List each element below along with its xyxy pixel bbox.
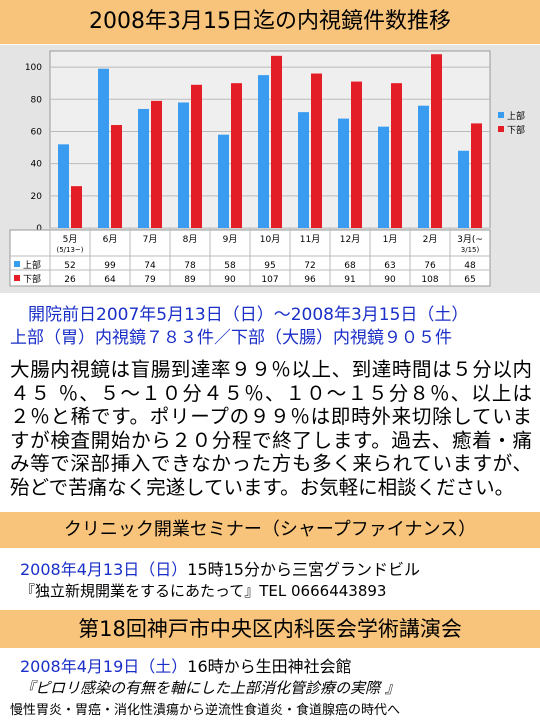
table-value: 64	[104, 275, 116, 285]
bar	[418, 105, 429, 228]
legend-label: 上部	[507, 110, 525, 122]
seminar-date: 2008年4月13日（日）	[20, 560, 188, 579]
x-tick-label: 5月(5/13~)	[56, 234, 83, 254]
x-tick-label: 2月	[423, 234, 438, 245]
bar	[111, 125, 122, 228]
x-tick-label: 1月	[383, 234, 398, 245]
table-value: 72	[304, 261, 315, 271]
y-tick-label: 40	[31, 160, 43, 170]
y-tick-label: 60	[31, 127, 43, 137]
bar	[258, 75, 269, 228]
x-tick-label: 9月	[223, 234, 238, 245]
lecture-line: 2008年4月19日（土）16時から生田神社会館	[20, 653, 352, 677]
table-value: 96	[304, 275, 316, 285]
table-value: 58	[224, 261, 236, 271]
bar	[471, 123, 482, 228]
lecture-banner: 第18回神戸市中央区内科医会学術講演会	[0, 610, 540, 648]
table-value: 63	[384, 261, 395, 271]
table-value: 76	[424, 261, 436, 271]
table-value: 26	[64, 275, 76, 285]
bar	[178, 102, 189, 228]
bar	[98, 68, 109, 228]
lecture-topic: 『ピロリ感染の有無を軸にした上部消化管診療の実際 』	[20, 679, 400, 697]
table-key	[14, 275, 20, 281]
bar	[431, 54, 442, 228]
lecture-date: 2008年4月19日（土）	[20, 657, 188, 676]
table-value: 78	[184, 261, 196, 271]
x-tick-label: 12月	[340, 234, 360, 245]
seminar-line: 2008年4月13日（日）15時15分から三宮グランドビル	[20, 556, 420, 580]
bar	[338, 118, 349, 228]
bar	[271, 55, 282, 228]
table-value: 65	[464, 275, 475, 285]
chart: 0 20 40 60 80 100 5月(5/13~) 52 26 6月 99 64 7月 74 79 8月 7…	[0, 45, 540, 293]
bar	[138, 108, 149, 228]
legend-key	[498, 112, 504, 118]
table-value: 89	[184, 275, 196, 285]
table-value: 48	[464, 261, 476, 271]
period: 開院前日2007年5月13日（日）～2008年3月15日（土）	[28, 305, 469, 325]
table-value: 74	[144, 261, 156, 271]
table-value: 52	[64, 261, 75, 271]
table-value: 68	[344, 261, 356, 271]
lecture-place: 16時から生田神社会館	[187, 657, 352, 676]
bar	[191, 84, 202, 228]
legend-key	[498, 126, 504, 132]
table-key	[14, 261, 20, 267]
bar	[71, 186, 82, 228]
seminar-place: 15時15分から三宮グランドビル	[187, 560, 420, 579]
table-value: 90	[384, 275, 396, 285]
table-value: 108	[421, 275, 438, 285]
x-tick-label: 6月	[103, 234, 118, 245]
x-tick-label: 8月	[183, 234, 198, 245]
seminar-topic: 『独立新規開業をするにあたって』TEL 0666443893	[20, 582, 387, 600]
seminar-banner: クリニック開業セミナー（シャープファイナンス）	[0, 512, 540, 548]
table-value: 99	[104, 261, 116, 271]
bar	[231, 83, 242, 228]
y-tick-label: 80	[31, 95, 43, 105]
table-value: 90	[224, 275, 236, 285]
table-value: 79	[144, 275, 156, 285]
y-tick-label: 20	[31, 192, 43, 202]
bar	[298, 112, 309, 228]
table-value: 91	[344, 275, 355, 285]
x-tick-label: 11月	[300, 234, 320, 245]
table-value: 95	[264, 261, 275, 271]
x-tick-label: 3月(~ 3/15)	[457, 234, 483, 254]
table-row-label: 下部	[23, 273, 41, 285]
bar	[378, 126, 389, 228]
bar	[458, 150, 469, 228]
plot-area	[49, 50, 491, 229]
counts: 上部（胃）内視鏡７８３件／下部（大腸）内視鏡９０５件	[10, 328, 452, 348]
lecture-sub: 慢性胃炎・胃癌・消化性潰瘍から逆流性食道炎・食道腺癌の時代へ	[10, 703, 401, 718]
bar	[391, 83, 402, 228]
bar	[351, 81, 362, 228]
bar	[218, 134, 229, 228]
bar	[311, 73, 322, 228]
x-tick-label: 7月	[143, 234, 158, 245]
bar	[151, 100, 162, 228]
title-banner: 2008年3月15日迄の内視鏡件数推移	[0, 0, 540, 44]
table-value: 107	[261, 275, 278, 285]
paragraph: 大腸内視鏡は盲腸到達率９９％以上、到達時間は５分以内４５ ％、５～１０分４５％、…	[10, 358, 532, 499]
y-tick-label: 100	[25, 63, 42, 73]
table-row-label: 上部	[23, 259, 41, 271]
x-tick-label: 10月	[260, 234, 280, 245]
y-tick-label: 0	[36, 224, 42, 234]
bar	[58, 144, 69, 228]
legend-label: 下部	[507, 124, 525, 136]
